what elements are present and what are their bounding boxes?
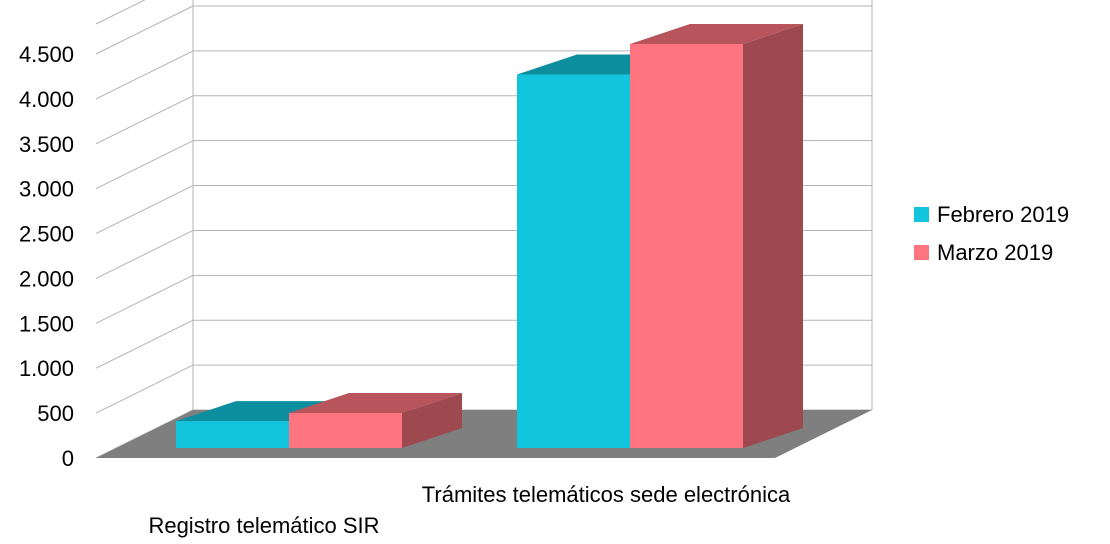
bar-top bbox=[630, 24, 803, 44]
side-wall-gridline bbox=[95, 95, 194, 145]
x-tick-label: Registro telemático SIR bbox=[148, 513, 379, 538]
legend-swatch bbox=[914, 245, 929, 260]
side-wall-gridline bbox=[95, 140, 194, 190]
bar-side bbox=[743, 24, 803, 448]
bar bbox=[517, 74, 630, 448]
y-tick-label: 4.500 bbox=[19, 42, 74, 67]
y-tick-label: 1.000 bbox=[19, 356, 74, 381]
side-wall-gridline bbox=[95, 5, 194, 55]
bar-top bbox=[289, 392, 462, 413]
bar-top bbox=[176, 401, 349, 422]
side-wall-gridline bbox=[95, 274, 194, 324]
y-tick-label: 500 bbox=[37, 401, 74, 426]
side-wall-gridline bbox=[95, 319, 194, 369]
y-tick-label: 2.500 bbox=[19, 222, 74, 247]
side-wall-gridline bbox=[95, 364, 194, 414]
legend-label: Febrero 2019 bbox=[937, 202, 1069, 227]
legend-label: Marzo 2019 bbox=[937, 240, 1053, 265]
side-wall-gridline bbox=[95, 185, 194, 235]
legend-swatch bbox=[914, 207, 929, 222]
y-tick-label: 4.000 bbox=[19, 87, 74, 112]
bar bbox=[176, 421, 289, 448]
side-wall-edge bbox=[95, 0, 146, 25]
y-tick-label: 3.000 bbox=[19, 177, 74, 202]
bar bbox=[289, 412, 402, 448]
y-tick-label: 2.000 bbox=[19, 266, 74, 291]
x-tick-label: Trámites telemáticos sede electrónica bbox=[422, 482, 791, 507]
bar bbox=[630, 44, 743, 448]
y-tick-label: 3.500 bbox=[19, 132, 74, 157]
side-wall-gridline bbox=[95, 229, 194, 279]
side-wall-gridline bbox=[95, 50, 194, 100]
bar-side bbox=[402, 392, 462, 448]
y-tick-label: 1.500 bbox=[19, 311, 74, 336]
y-tick-label: 0 bbox=[62, 446, 74, 471]
